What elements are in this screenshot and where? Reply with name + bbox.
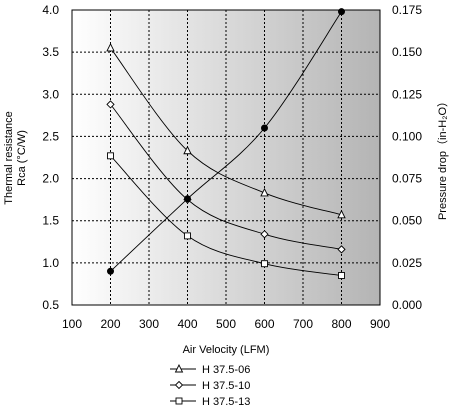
legend-marker [174, 380, 184, 390]
data-point-series-1 [337, 245, 346, 254]
y-left-tick-label: 1.0 [42, 256, 59, 270]
y-left-axis-title-line1: Thermal resistance [3, 111, 15, 205]
y-right-axis-title: Pressure drop（in-H₂O） [436, 96, 449, 220]
legend-marker [174, 363, 184, 373]
x-tick-label: 200 [100, 317, 120, 331]
y-left-tick-label: 0.5 [42, 298, 59, 312]
data-point-series-3 [338, 8, 345, 16]
data-point-series-0 [183, 145, 192, 155]
y-left-tick-labels: 0.5 1.0 1.5 2.0 2.5 3.0 3.5 4.0 [42, 3, 59, 312]
grid [72, 10, 380, 305]
x-tick-label: 700 [293, 317, 313, 331]
data-point-series-1 [106, 100, 115, 109]
y-left-axis-title-line2: Rca (°C/W) [16, 130, 28, 186]
legend-label: H 37.5-13 [202, 396, 250, 408]
y-left-tick-label: 4.0 [42, 3, 59, 17]
data-point-series-0 [337, 209, 346, 219]
y-right-tick-label: 0.000 [392, 298, 422, 312]
x-tick-label: 900 [370, 317, 390, 331]
y-left-tick-label: 3.5 [42, 45, 59, 59]
y-right-tick-labels: 0.000 0.025 0.050 0.075 0.100 0.125 0.150 0.175 [392, 3, 422, 312]
data-point-series-0 [260, 187, 269, 197]
y-right-tick-label: 0.050 [392, 214, 422, 228]
data-point-series-2 [184, 232, 191, 240]
x-tick-label: 600 [254, 317, 274, 331]
y-right-tick-label: 0.150 [392, 45, 422, 59]
data-point-series-3 [184, 195, 191, 203]
legend-label: H 37.5-06 [202, 364, 250, 376]
legend: H 37.5-06 H 37.5-10 H 37.5-13 [170, 363, 250, 408]
y-right-tick-label: 0.125 [392, 87, 422, 101]
series-lines [110, 11, 342, 276]
series-line-1 [110, 104, 342, 250]
x-tick-labels: 100 200 300 400 500 600 700 800 900 [62, 317, 390, 331]
series-line-2 [110, 155, 342, 276]
y-right-tick-label: 0.100 [392, 129, 422, 143]
x-tick-label: 300 [139, 317, 159, 331]
y-right-tick-label: 0.025 [392, 256, 422, 270]
y-left-tick-label: 2.0 [42, 172, 59, 186]
x-tick-label: 100 [62, 317, 82, 331]
series-line-0 [110, 47, 342, 216]
data-point-series-0 [106, 42, 115, 52]
x-tick-label: 800 [331, 317, 351, 331]
x-axis-title: Air Velocity (LFM) [183, 344, 270, 356]
x-tick-label: 400 [177, 317, 197, 331]
y-left-axis-title: Thermal resistance Rca (°C/W) [3, 111, 28, 205]
data-point-series-1 [260, 230, 269, 239]
data-point-series-2 [261, 260, 268, 268]
y-left-tick-label: 3.0 [42, 87, 59, 101]
data-point-series-3 [107, 267, 114, 275]
y-right-tick-label: 0.175 [392, 3, 422, 17]
data-point-series-2 [107, 152, 114, 160]
y-left-tick-label: 1.5 [42, 214, 59, 228]
series-markers [106, 8, 346, 279]
series-line-3 [110, 11, 342, 272]
legend-label: H 37.5-10 [202, 380, 250, 392]
y-right-tick-label: 0.075 [392, 172, 422, 186]
legend-marker [175, 397, 183, 405]
x-tick-label: 500 [216, 317, 236, 331]
data-point-series-3 [261, 124, 268, 132]
y-left-tick-label: 2.5 [42, 129, 59, 143]
data-point-series-2 [338, 272, 345, 279]
